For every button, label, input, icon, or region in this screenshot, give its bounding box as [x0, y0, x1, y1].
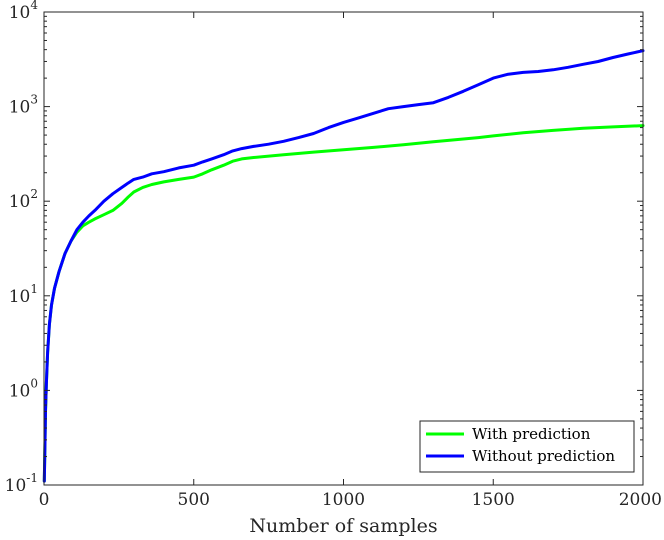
y-tick-label: 102 — [9, 187, 38, 212]
y-tick-label: 104 — [9, 0, 39, 23]
y-tick-label: 101 — [9, 282, 38, 307]
y-tick-label: 10-1 — [5, 471, 38, 496]
legend-box — [419, 420, 635, 473]
legend-label-without-prediction: Without prediction — [472, 447, 615, 465]
legend-label-with-prediction: With prediction — [472, 425, 591, 443]
plot-area — [44, 12, 643, 485]
legend: With prediction Without prediction — [419, 420, 635, 473]
series-line-without-prediction — [42, 49, 645, 483]
x-tick-label: 0 — [39, 490, 50, 510]
x-tick-label: 2000 — [619, 490, 662, 510]
y-tick-label: 100 — [9, 376, 38, 401]
x-axis-label: Number of samples — [249, 515, 437, 537]
x-tick-label: 1500 — [472, 490, 515, 510]
x-tick-label: 1000 — [322, 490, 365, 510]
series-layer — [42, 49, 645, 483]
y-axis: 10-1 100 101 102 103 104 — [5, 0, 643, 496]
x-tick-label: 500 — [178, 490, 210, 510]
x-axis: 0 500 1000 1500 2000 — [39, 12, 662, 510]
y-tick-label: 103 — [9, 93, 38, 118]
